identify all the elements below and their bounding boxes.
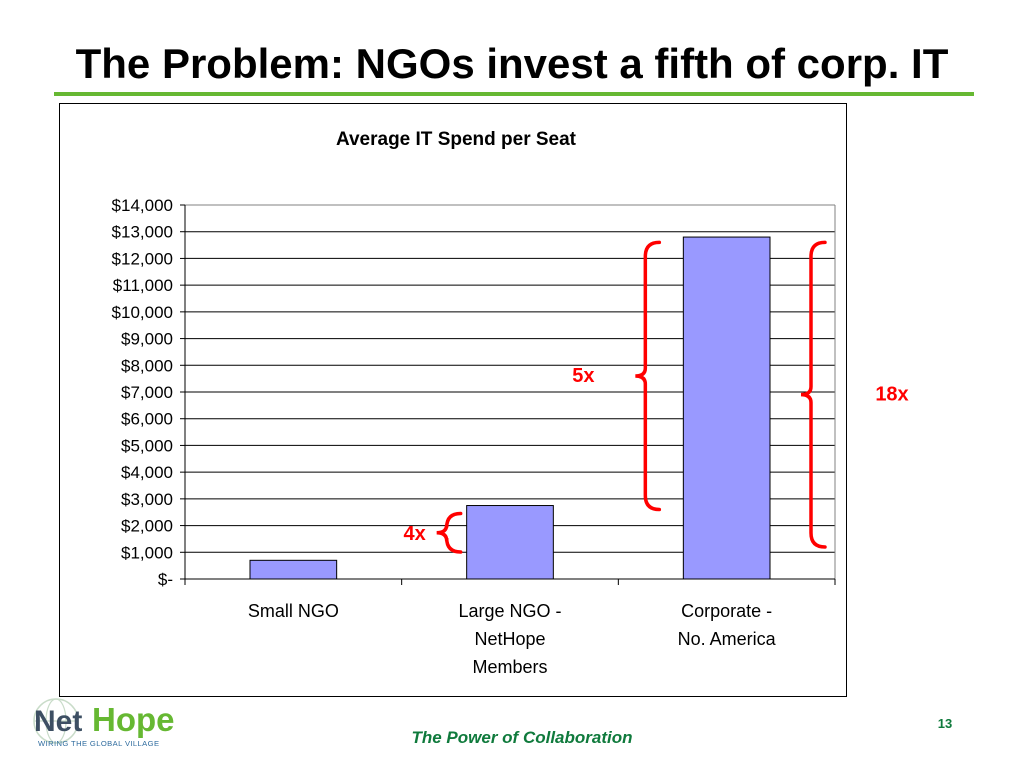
y-tick-label: $6,000 [121,410,173,429]
bar [466,505,554,580]
x-tick-label: No. America [678,629,777,649]
logo-graphic: Net Hope WIRING THE GLOBAL VILLAGE [33,698,175,748]
logo-net: Net [34,705,82,738]
y-tick-label: $8,000 [121,356,173,375]
x-tick-label: Large NGO - [458,601,561,621]
annotation-4x: 4x [404,523,426,545]
y-tick-label: $13,000 [112,223,173,242]
x-axis: Small NGO Large NGO - NetHope Members Corpor… [184,578,836,677]
annotation-5x: 5x [572,365,594,387]
y-tick-label: $5,000 [121,436,173,455]
y-tick-label: $2,000 [121,517,173,536]
brace-5x [635,240,662,512]
y-tick-label: $7,000 [121,383,173,402]
chart-frame [59,103,847,697]
x-tick-label: NetHope [474,629,545,649]
y-tick-label: $10,000 [112,303,173,322]
title-divider [54,92,974,96]
y-tick-label: $11,000 [113,276,173,295]
y-tick-label: $9,000 [121,330,173,349]
y-tick-label: $14,000 [112,196,173,215]
brace-4x [436,511,463,554]
y-axis: $- $1,000 $2,000 $3,000 $4,000 $5,000 $6,000 $7… [112,196,186,589]
logo-hope: Hope [92,701,175,738]
bar [682,236,771,580]
logo-tagline: WIRING THE GLOBAL VILLAGE [38,739,159,748]
y-tick-label: $1,000 [121,543,173,562]
y-tick-label: $12,000 [112,249,173,268]
bar [249,559,338,580]
annotation-18x: 18x [875,384,908,406]
bars [249,236,771,580]
y-tick-label: $3,000 [121,490,173,509]
y-tick-label: $- [158,570,173,589]
footer-slogan: The Power of Collaboration [411,728,633,747]
brace-18x [800,240,827,549]
chart-title: Average IT Spend per Seat [336,129,577,150]
x-tick-label: Corporate - [681,601,772,621]
x-tick-label: Small NGO [248,601,339,621]
page-number: 13 [937,716,953,731]
y-tick-label: $4,000 [121,463,173,482]
page-title: The Problem: NGOs invest a fifth of corp… [75,40,949,87]
x-tick-label: Members [472,657,547,677]
nethope-logo: Net Hope WIRING THE GLOBAL VILLAGE [30,693,230,753]
